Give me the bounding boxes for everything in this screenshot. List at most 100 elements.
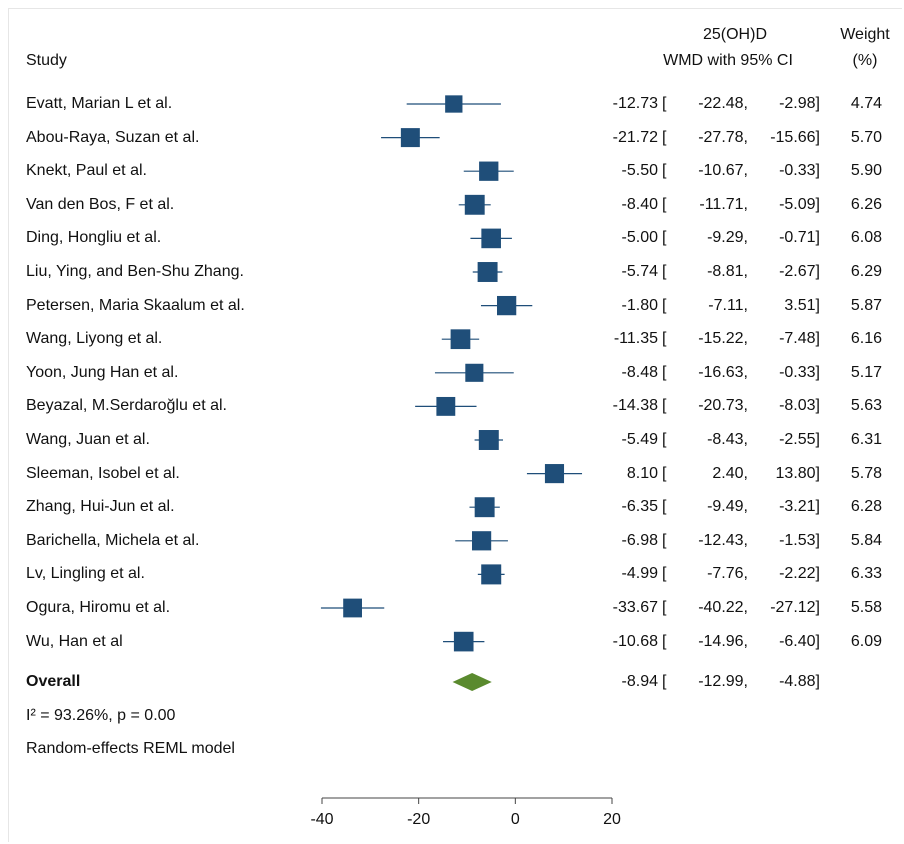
study-7-ci-lower: -7.11,: [708, 296, 748, 314]
study-6-ci-upper: -2.67]: [779, 263, 820, 280]
study-8-ci-lower: -15.22,: [698, 330, 748, 348]
study-14-name: Barichella, Michela et al.: [26, 531, 200, 549]
study-12-bracket: [: [662, 464, 667, 482]
study-4-ci-lower: -11.71,: [699, 195, 748, 213]
study-15-ci-upper: -2.22]: [779, 565, 820, 583]
study-11-wmd: -5.49: [621, 431, 658, 448]
study-8-marker: [450, 329, 471, 350]
x-tick-label-3: 0: [511, 811, 520, 828]
study-5-name: Ding, Hongliu et al.: [26, 229, 162, 247]
study-3-ci-lower: -10.67,: [698, 162, 748, 180]
study-2-name: Abou-Raya, Suzan et al.: [26, 128, 200, 146]
header-effect-line1: 25(OH)D: [702, 26, 767, 43]
study-15-ci-lower: -7.76,: [707, 565, 748, 583]
study-2-wmd: -21.72: [612, 128, 658, 146]
study-5-wmd: -5.00: [621, 229, 658, 247]
header-weight-line2: (%): [852, 52, 878, 69]
study-12-name: Sleeman, Isobel et al.: [26, 464, 180, 482]
study-13-marker: [474, 497, 495, 518]
study-2-weight: 5.70: [850, 128, 882, 146]
study-9-ci-upper: -0.33]: [779, 363, 820, 381]
study-15-name: Lv, Lingling et al.: [26, 565, 145, 583]
study-11-name: Wang, Juan et al.: [26, 431, 150, 448]
study-10-marker: [436, 396, 456, 416]
study-5-ci-lower: -9.29,: [707, 229, 748, 247]
study-2-bracket: [: [662, 128, 667, 146]
study-5-marker: [481, 228, 501, 249]
study-6-marker: [477, 262, 498, 282]
study-8-wmd: -11.35: [613, 330, 658, 348]
study-17-wmd: -10.68: [612, 632, 658, 650]
study-8-bracket: [: [662, 330, 667, 348]
study-4-name: Van den Bos, F et al.: [26, 195, 175, 213]
study-14-wmd: -6.98: [621, 531, 658, 549]
study-7-bracket: [: [662, 296, 667, 314]
study-7-weight: 5.87: [850, 296, 882, 314]
study-3-weight: 5.90: [850, 162, 882, 180]
study-15-weight: 6.33: [850, 565, 882, 583]
study-13-wmd: -6.35: [621, 498, 658, 516]
overall-bracket: [: [662, 673, 667, 690]
study-4-weight: 6.26: [850, 195, 882, 213]
study-5-ci-upper: -0.71]: [779, 229, 820, 247]
study-1-name: Evatt, Marian L et al.: [26, 95, 173, 112]
study-6-wmd: -5.74: [621, 263, 658, 280]
study-3-bracket: [: [662, 162, 667, 180]
study-1-weight: 4.74: [850, 95, 882, 112]
study-2-ci-upper: -15.66]: [770, 128, 820, 146]
x-tick-label-4: 20: [603, 811, 621, 828]
heterogeneity-stat: I² = 93.26%, p = 0.00: [26, 707, 176, 724]
study-7-ci-upper: 3.51]: [784, 296, 820, 314]
study-16-marker: [343, 598, 362, 618]
study-7-wmd: -1.80: [621, 296, 658, 314]
study-8-weight: 6.16: [850, 330, 882, 348]
study-14-weight: 5.84: [850, 531, 882, 549]
study-11-bracket: [: [662, 431, 667, 448]
study-16-wmd: -33.67: [612, 599, 658, 616]
study-9-wmd: -8.48: [621, 363, 658, 381]
x-tick-label-2: -20: [407, 811, 430, 828]
study-1-bracket: [: [662, 95, 667, 112]
study-17-ci-upper: -6.40]: [779, 632, 820, 650]
study-10-weight: 5.63: [850, 397, 882, 415]
study-12-ci-lower: 2.40,: [712, 464, 748, 482]
x-axis: -40 -20 0 20: [310, 797, 621, 828]
study-9-marker: [465, 363, 484, 382]
study-8-ci-upper: -7.48]: [779, 330, 820, 348]
study-13-ci-lower: -9.49,: [707, 498, 748, 516]
study-12-wmd: 8.10: [626, 464, 658, 482]
plot-marks: [320, 95, 583, 691]
study-15-marker: [481, 564, 502, 585]
study-16-weight: 5.58: [850, 599, 882, 616]
header-study: Study: [26, 52, 67, 69]
study-1-wmd: -12.73: [612, 95, 658, 112]
study-4-marker: [464, 194, 485, 215]
study-12-marker: [544, 464, 565, 484]
study-5-weight: 6.08: [850, 229, 882, 247]
study-16-ci-upper: -27.12]: [770, 599, 820, 616]
study-14-ci-lower: -12.43,: [698, 531, 748, 549]
study-4-bracket: [: [662, 195, 667, 213]
study-2-ci-lower: -27.78,: [698, 128, 748, 146]
study-6-name: Liu, Ying, and Ben-Shu Zhang.: [26, 263, 244, 280]
study-13-bracket: [: [662, 498, 667, 516]
study-3-marker: [479, 161, 499, 181]
study-10-ci-lower: -20.73,: [698, 397, 748, 415]
overall-diamond: [452, 673, 492, 691]
study-6-ci-lower: -8.81,: [707, 263, 748, 280]
header-effect-line2: WMD with 95% CI: [663, 52, 793, 69]
study-10-bracket: [: [662, 397, 667, 415]
study-12-weight: 5.78: [850, 464, 882, 482]
header-weight-line1: Weight: [840, 26, 890, 43]
study-13-weight: 6.28: [850, 498, 882, 516]
study-14-marker: [471, 531, 492, 551]
study-6-weight: 6.29: [850, 263, 882, 280]
study-14-ci-upper: -1.53]: [779, 531, 820, 549]
study-11-weight: 6.31: [850, 431, 882, 448]
study-1-ci-upper: -2.98]: [779, 95, 820, 112]
study-8-name: Wang, Liyong et al.: [26, 330, 163, 348]
study-12-ci-upper: 13.80]: [775, 464, 820, 482]
study-11-marker: [478, 430, 499, 450]
study-1-marker: [445, 95, 463, 113]
